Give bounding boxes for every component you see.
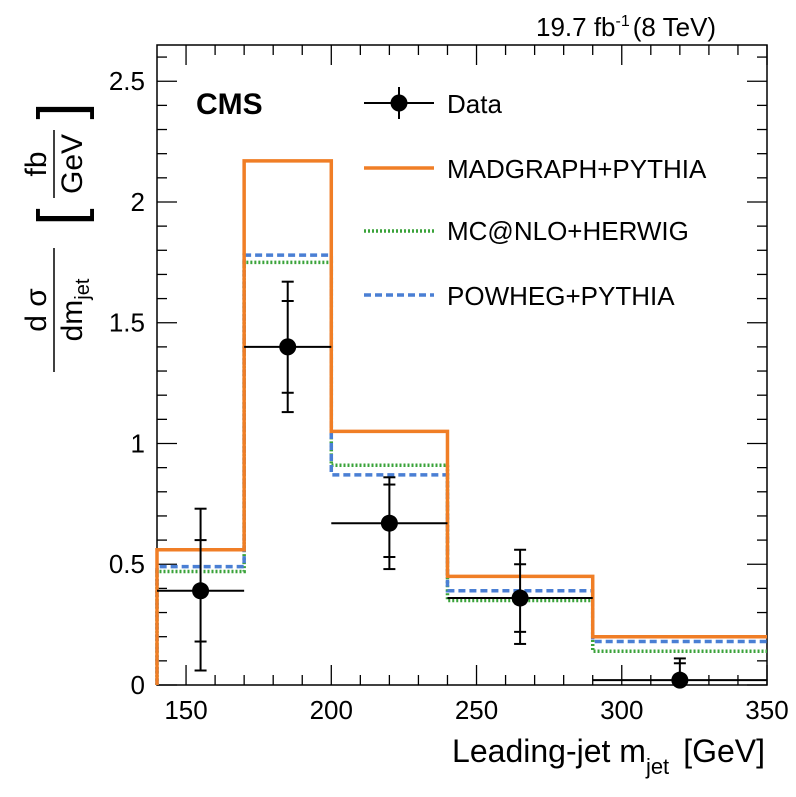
legend-mcatnlo-label: MC@NLO+HERWIG xyxy=(447,216,689,246)
x-tick-label: 150 xyxy=(164,695,207,725)
legend-powheg-label: POWHEG+PYTHIA xyxy=(447,281,675,311)
legend-entry-data: Data xyxy=(364,87,502,119)
data-marker xyxy=(380,514,398,532)
histogram-powheg-pythia xyxy=(155,253,767,685)
y-label-unit-denominator: GeV xyxy=(56,134,89,194)
legend: Data MADGRAPH+PYTHIA MC@NLO+HERWIG POWHE… xyxy=(364,87,707,311)
histogram-madgraph-pythia xyxy=(155,159,767,685)
legend-madgraph-label: MADGRAPH+PYTHIA xyxy=(447,154,707,184)
x-tick-label: 300 xyxy=(600,695,643,725)
data-point xyxy=(592,657,767,689)
data-point xyxy=(447,548,593,645)
plot-frame xyxy=(156,44,768,686)
x-tick-label: 200 xyxy=(310,695,353,725)
legend-data-marker xyxy=(390,94,408,112)
data-point xyxy=(331,476,448,571)
x-axis-label: Leading-jet mjet [GeV] xyxy=(452,733,765,779)
x-tick-label: 350 xyxy=(745,695,788,725)
legend-entry-mcatnlo: MC@NLO+HERWIG xyxy=(364,216,689,246)
histograms xyxy=(155,159,767,685)
y-label-bracket-right: ] xyxy=(26,102,95,119)
y-tick-label: 1.5 xyxy=(109,308,145,338)
y-label-denominator: dmjet xyxy=(56,278,94,341)
data-point xyxy=(157,507,245,672)
luminosity-label: 19.7 fb-1 (8 TeV) xyxy=(536,12,716,42)
data-marker xyxy=(671,671,689,689)
y-axis-label: d σ dmjet [ fb GeV ] xyxy=(20,102,95,372)
data-marker xyxy=(192,582,210,600)
y-label-numerator: d σ xyxy=(20,288,53,332)
legend-data-label: Data xyxy=(447,89,502,119)
y-tick-label: 0 xyxy=(131,670,145,700)
axis-ticks: 150 200 250 300 350 0 0.5 1 1.5 2 2.5 xyxy=(109,45,789,725)
data-marker xyxy=(279,338,297,356)
legend-entry-powheg: POWHEG+PYTHIA xyxy=(364,281,675,311)
experiment-label: CMS xyxy=(196,88,263,121)
data-point xyxy=(244,280,332,414)
y-tick-label: 2.5 xyxy=(109,66,145,96)
y-tick-label: 0.5 xyxy=(109,549,145,579)
data-points xyxy=(157,280,767,689)
y-label-bracket-left: [ xyxy=(26,208,95,225)
legend-entry-madgraph: MADGRAPH+PYTHIA xyxy=(364,154,707,184)
x-tick-label: 250 xyxy=(455,695,498,725)
histogram-mc-nlo-herwig xyxy=(155,260,767,685)
data-marker xyxy=(511,589,529,607)
y-tick-label: 1 xyxy=(131,428,145,458)
y-tick-label: 2 xyxy=(131,187,145,217)
y-label-unit-numerator: fb xyxy=(20,151,53,176)
